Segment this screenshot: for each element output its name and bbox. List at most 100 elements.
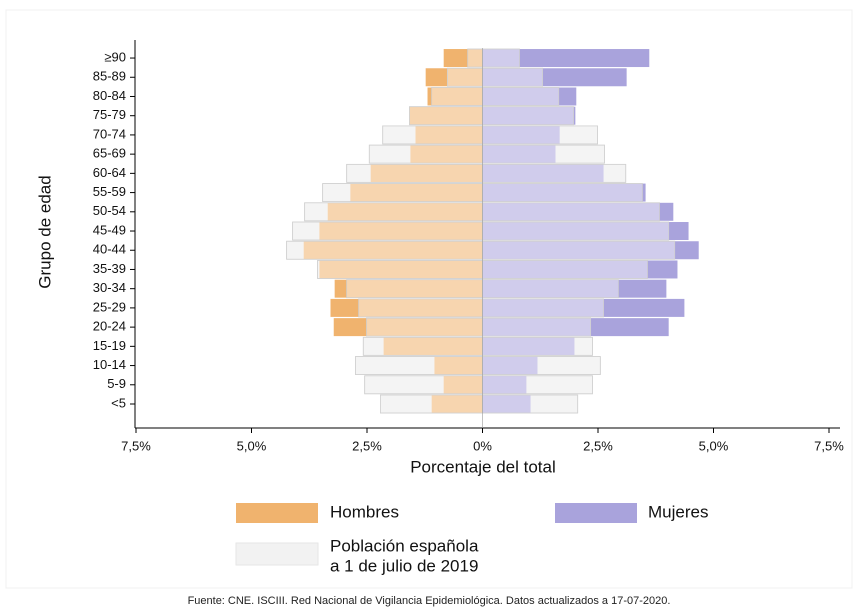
y-tick-label: 35-39 bbox=[93, 261, 126, 276]
y-tick-label: 85-89 bbox=[93, 69, 126, 84]
y-tick-label: 65-69 bbox=[93, 146, 126, 161]
x-tick-label: 7,5% bbox=[814, 438, 844, 453]
case-bar bbox=[330, 298, 483, 317]
y-tick-label: 20-24 bbox=[93, 319, 126, 334]
case-bar bbox=[482, 395, 531, 413]
case-bar bbox=[482, 337, 575, 356]
population-overlay bbox=[346, 279, 483, 299]
case-bar bbox=[410, 145, 483, 164]
y-tick-label: 60-64 bbox=[93, 165, 126, 180]
y-tick-label: 80-84 bbox=[93, 88, 126, 103]
y-tick-label: <5 bbox=[111, 395, 126, 410]
legend-label: Población española bbox=[330, 536, 479, 555]
population-overlay bbox=[482, 298, 604, 318]
population-overlay bbox=[431, 87, 483, 106]
population-overlay bbox=[304, 202, 483, 222]
population-overlay bbox=[482, 317, 592, 337]
case-bar bbox=[327, 202, 483, 221]
population-overlay bbox=[317, 260, 483, 279]
case-bar bbox=[333, 318, 483, 337]
case-bar bbox=[482, 241, 699, 260]
case-bar bbox=[482, 49, 650, 68]
population-overlay bbox=[322, 183, 483, 202]
y-tick-label: 10-14 bbox=[93, 357, 126, 372]
x-axis-title: Porcentaje del total bbox=[410, 457, 556, 476]
y-tick-label: 15-19 bbox=[93, 338, 126, 353]
case-bar bbox=[482, 87, 577, 106]
population-overlay bbox=[482, 394, 579, 414]
population-overlay bbox=[292, 221, 483, 241]
case-bar bbox=[427, 87, 483, 106]
case-bar bbox=[409, 106, 483, 125]
population-overlay bbox=[482, 144, 605, 164]
population-overlay bbox=[482, 125, 598, 145]
case-bar bbox=[482, 68, 627, 87]
legend-swatch bbox=[236, 503, 318, 523]
case-bar bbox=[415, 125, 483, 144]
y-tick-label: 55-59 bbox=[93, 184, 126, 199]
case-bar bbox=[334, 279, 483, 298]
population-overlay bbox=[467, 48, 483, 68]
y-tick-label: 75-79 bbox=[93, 107, 126, 122]
case-bar bbox=[482, 202, 674, 221]
case-bar bbox=[434, 356, 483, 375]
population-overlay bbox=[482, 183, 643, 202]
population-overlay bbox=[482, 336, 593, 356]
x-tick-label: 7,5% bbox=[121, 438, 151, 453]
population-overlay bbox=[355, 356, 483, 375]
population-overlay bbox=[409, 106, 483, 126]
case-bar bbox=[431, 395, 483, 413]
y-tick-label: 45-49 bbox=[93, 222, 126, 237]
population-overlay bbox=[346, 163, 483, 183]
y-axis-title: Grupo de edad bbox=[35, 175, 54, 288]
population-overlay bbox=[482, 48, 520, 68]
legend-swatch bbox=[235, 542, 319, 566]
case-bar bbox=[425, 68, 483, 87]
case-bar bbox=[482, 125, 560, 144]
y-tick-label: 25-29 bbox=[93, 299, 126, 314]
case-bar bbox=[482, 298, 685, 317]
legend-swatch bbox=[555, 503, 637, 523]
y-tick-label: 70-74 bbox=[93, 126, 126, 141]
population-overlay bbox=[482, 87, 560, 106]
x-tick-label: 0% bbox=[473, 438, 492, 453]
legend-label: Hombres bbox=[330, 502, 399, 521]
case-bar bbox=[303, 241, 483, 260]
population-overlay bbox=[382, 125, 483, 145]
population-overlay bbox=[482, 221, 670, 241]
case-bar bbox=[350, 183, 483, 202]
case-bar bbox=[482, 356, 538, 375]
case-bar bbox=[482, 106, 576, 125]
case-bar bbox=[482, 145, 556, 164]
case-bar bbox=[370, 164, 483, 183]
case-bar bbox=[383, 337, 483, 356]
legend-label: a 1 de julio de 2019 bbox=[330, 556, 478, 575]
population-overlay bbox=[286, 240, 483, 260]
case-bar bbox=[482, 183, 646, 202]
population-overlay bbox=[358, 298, 483, 318]
x-tick-label: 5,0% bbox=[237, 438, 267, 453]
case-bar bbox=[482, 375, 527, 394]
case-bar bbox=[482, 279, 667, 298]
case-bar bbox=[443, 49, 483, 68]
y-tick-label: 30-34 bbox=[93, 280, 126, 295]
population-overlay bbox=[362, 336, 483, 356]
population-overlay bbox=[482, 375, 593, 395]
x-tick-label: 2,5% bbox=[352, 438, 382, 453]
case-bar bbox=[482, 164, 604, 183]
y-tick-label: 50-54 bbox=[93, 203, 126, 218]
population-overlay bbox=[364, 375, 483, 395]
population-overlay bbox=[379, 394, 483, 414]
population-overlay bbox=[482, 260, 648, 279]
population-overlay bbox=[482, 202, 660, 222]
case-bar bbox=[482, 318, 669, 337]
case-bar bbox=[319, 260, 483, 279]
y-tick-label: 5-9 bbox=[107, 376, 126, 391]
population-overlay bbox=[368, 144, 483, 164]
population-overlay bbox=[482, 356, 601, 375]
case-bar bbox=[443, 375, 483, 394]
population-overlay bbox=[482, 106, 574, 126]
case-bar bbox=[482, 260, 678, 279]
